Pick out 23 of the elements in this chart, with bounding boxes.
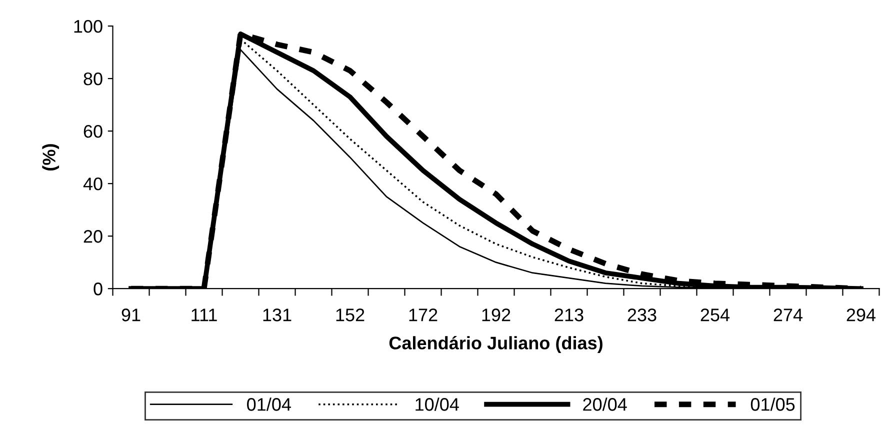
x-axis-title: Calendário Juliano (dias)	[389, 336, 602, 353]
x-tick-label: 213	[554, 308, 584, 322]
legend-label: 10/04	[416, 398, 459, 411]
y-tick-label: 100	[74, 20, 102, 33]
legend-label: 20/04	[583, 398, 627, 411]
legend-label: 01/05	[750, 398, 795, 411]
x-tick-label: 111	[192, 308, 217, 322]
x-tick-label: 91	[122, 308, 140, 322]
x-tick-label: 294	[846, 308, 876, 322]
x-tick-label: 274	[774, 308, 803, 322]
x-tick-label: 172	[409, 308, 438, 322]
x-tick-label: 192	[482, 308, 510, 322]
x-tick-label: 152	[336, 308, 364, 322]
y-tick-label: 20	[84, 230, 102, 243]
y-tick-label: 40	[83, 178, 102, 190]
y-axis-title: (%)	[42, 144, 60, 170]
x-tick-label: 131	[263, 308, 292, 322]
y-tick-label: 80	[84, 72, 102, 86]
y-tick-label: 0	[94, 282, 102, 296]
x-tick-label: 233	[628, 308, 656, 322]
x-tick-label: 254	[700, 308, 730, 322]
legend-label: 01/04	[247, 398, 291, 411]
y-tick-label: 60	[84, 125, 102, 138]
